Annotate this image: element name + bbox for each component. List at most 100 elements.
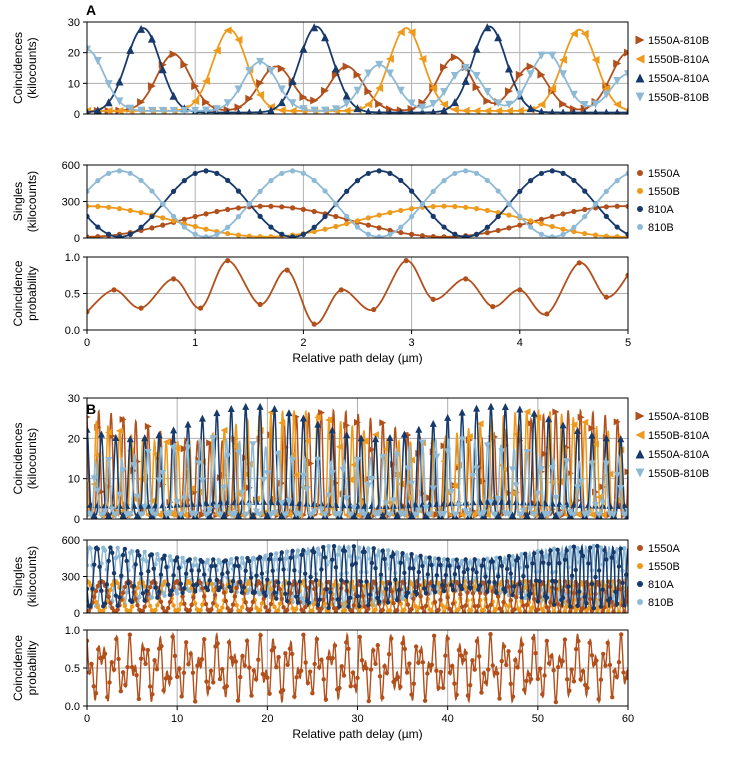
data-point-2 (519, 498, 527, 506)
legend-label: 1550B (648, 186, 680, 198)
data-point-0 (331, 70, 340, 79)
data-point-0 (92, 594, 97, 600)
data-point-2 (550, 578, 555, 584)
data-point-1 (440, 603, 445, 608)
legend-marker (635, 449, 645, 459)
data-point-1 (288, 106, 297, 114)
legend-label: 1550B-810B (648, 92, 709, 104)
probability-point (177, 666, 182, 671)
data-point-2 (571, 544, 577, 549)
data-point-2 (326, 605, 331, 611)
data-point-2 (149, 213, 155, 220)
data-point-3 (209, 435, 217, 443)
data-point-0 (389, 589, 394, 594)
x-tick-label: 10 (171, 713, 183, 725)
data-point-3 (354, 224, 361, 230)
data-point-2 (235, 188, 242, 194)
data-point-2 (551, 602, 557, 607)
probability-point (127, 632, 133, 637)
data-point-2 (300, 231, 306, 237)
data-point-1 (277, 601, 283, 606)
probability-point (479, 690, 484, 695)
data-point-1 (351, 585, 357, 590)
data-point-1 (238, 609, 243, 613)
data-point-2 (335, 597, 340, 602)
data-point-2 (411, 566, 416, 571)
data-point-3 (418, 103, 427, 112)
data-point-1 (429, 609, 434, 613)
data-point-2 (207, 578, 212, 583)
data-point-2 (268, 552, 274, 557)
data-point-3 (293, 554, 299, 559)
data-point-1 (212, 46, 221, 55)
data-point-0 (108, 600, 113, 606)
plot-area (87, 631, 628, 705)
data-point-3 (622, 546, 627, 551)
probability-point (477, 654, 482, 659)
probability-point (213, 644, 218, 649)
data-point-2 (499, 563, 504, 569)
probability-point (380, 695, 385, 700)
data-point-0 (485, 604, 490, 609)
data-point-3 (519, 552, 524, 557)
data-point-3 (419, 201, 426, 207)
data-point-1 (463, 585, 468, 590)
data-point-2 (131, 583, 137, 589)
data-point-0 (101, 580, 106, 585)
data-point-1 (105, 428, 113, 436)
data-point-3 (568, 545, 573, 550)
data-point-2 (509, 511, 517, 519)
data-point-0 (552, 408, 560, 416)
data-point-2 (452, 571, 458, 577)
data-point-0 (266, 608, 272, 613)
data-point-1 (202, 77, 211, 86)
data-point-3 (335, 552, 340, 557)
data-point-0 (625, 203, 628, 209)
data-point-3 (559, 504, 567, 512)
data-point-3 (526, 70, 535, 79)
probability-point (285, 662, 290, 668)
data-point-3 (326, 543, 331, 549)
data-point-3 (272, 557, 277, 562)
data-point-0 (375, 100, 384, 109)
data-point-3 (147, 106, 156, 114)
legend-marker (637, 581, 643, 587)
data-point-2 (169, 91, 178, 100)
data-point-3 (560, 553, 566, 559)
data-point-3 (310, 106, 319, 114)
data-point-3 (454, 502, 462, 510)
data-point-2 (95, 546, 101, 552)
data-point-3 (115, 491, 123, 499)
data-point-3 (170, 444, 178, 452)
data-point-3 (261, 556, 266, 562)
data-point-2 (375, 501, 383, 509)
data-point-0 (119, 415, 127, 423)
probability-point (418, 649, 423, 654)
data-point-2 (235, 108, 242, 114)
data-point-1 (476, 420, 484, 428)
data-point-3 (503, 557, 508, 562)
data-point-2 (549, 168, 555, 174)
probability-point (443, 653, 448, 658)
y-tick-label: 10 (68, 474, 80, 486)
data-point-3 (126, 511, 134, 519)
probability-point (226, 640, 232, 645)
data-point-2 (571, 177, 577, 184)
data-point-3 (577, 478, 585, 486)
data-point-0 (486, 609, 492, 613)
data-point-3 (260, 476, 268, 484)
data-point-1 (193, 601, 198, 606)
data-point-0 (450, 601, 456, 606)
data-point-1 (402, 607, 407, 613)
probability-point (91, 684, 96, 689)
legend-label: 1550B-810A (648, 430, 710, 442)
probability-point (416, 660, 421, 665)
data-point-1 (517, 608, 522, 613)
data-point-2 (106, 231, 112, 237)
probability-point (316, 665, 322, 670)
data-point-0 (622, 609, 627, 613)
data-point-2 (310, 23, 319, 32)
data-point-3 (87, 188, 90, 194)
legend-marker (637, 599, 643, 605)
